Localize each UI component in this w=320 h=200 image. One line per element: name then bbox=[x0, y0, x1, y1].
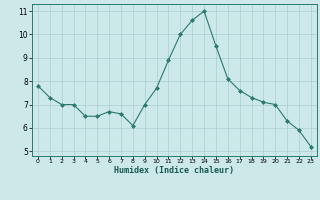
X-axis label: Humidex (Indice chaleur): Humidex (Indice chaleur) bbox=[115, 166, 234, 175]
